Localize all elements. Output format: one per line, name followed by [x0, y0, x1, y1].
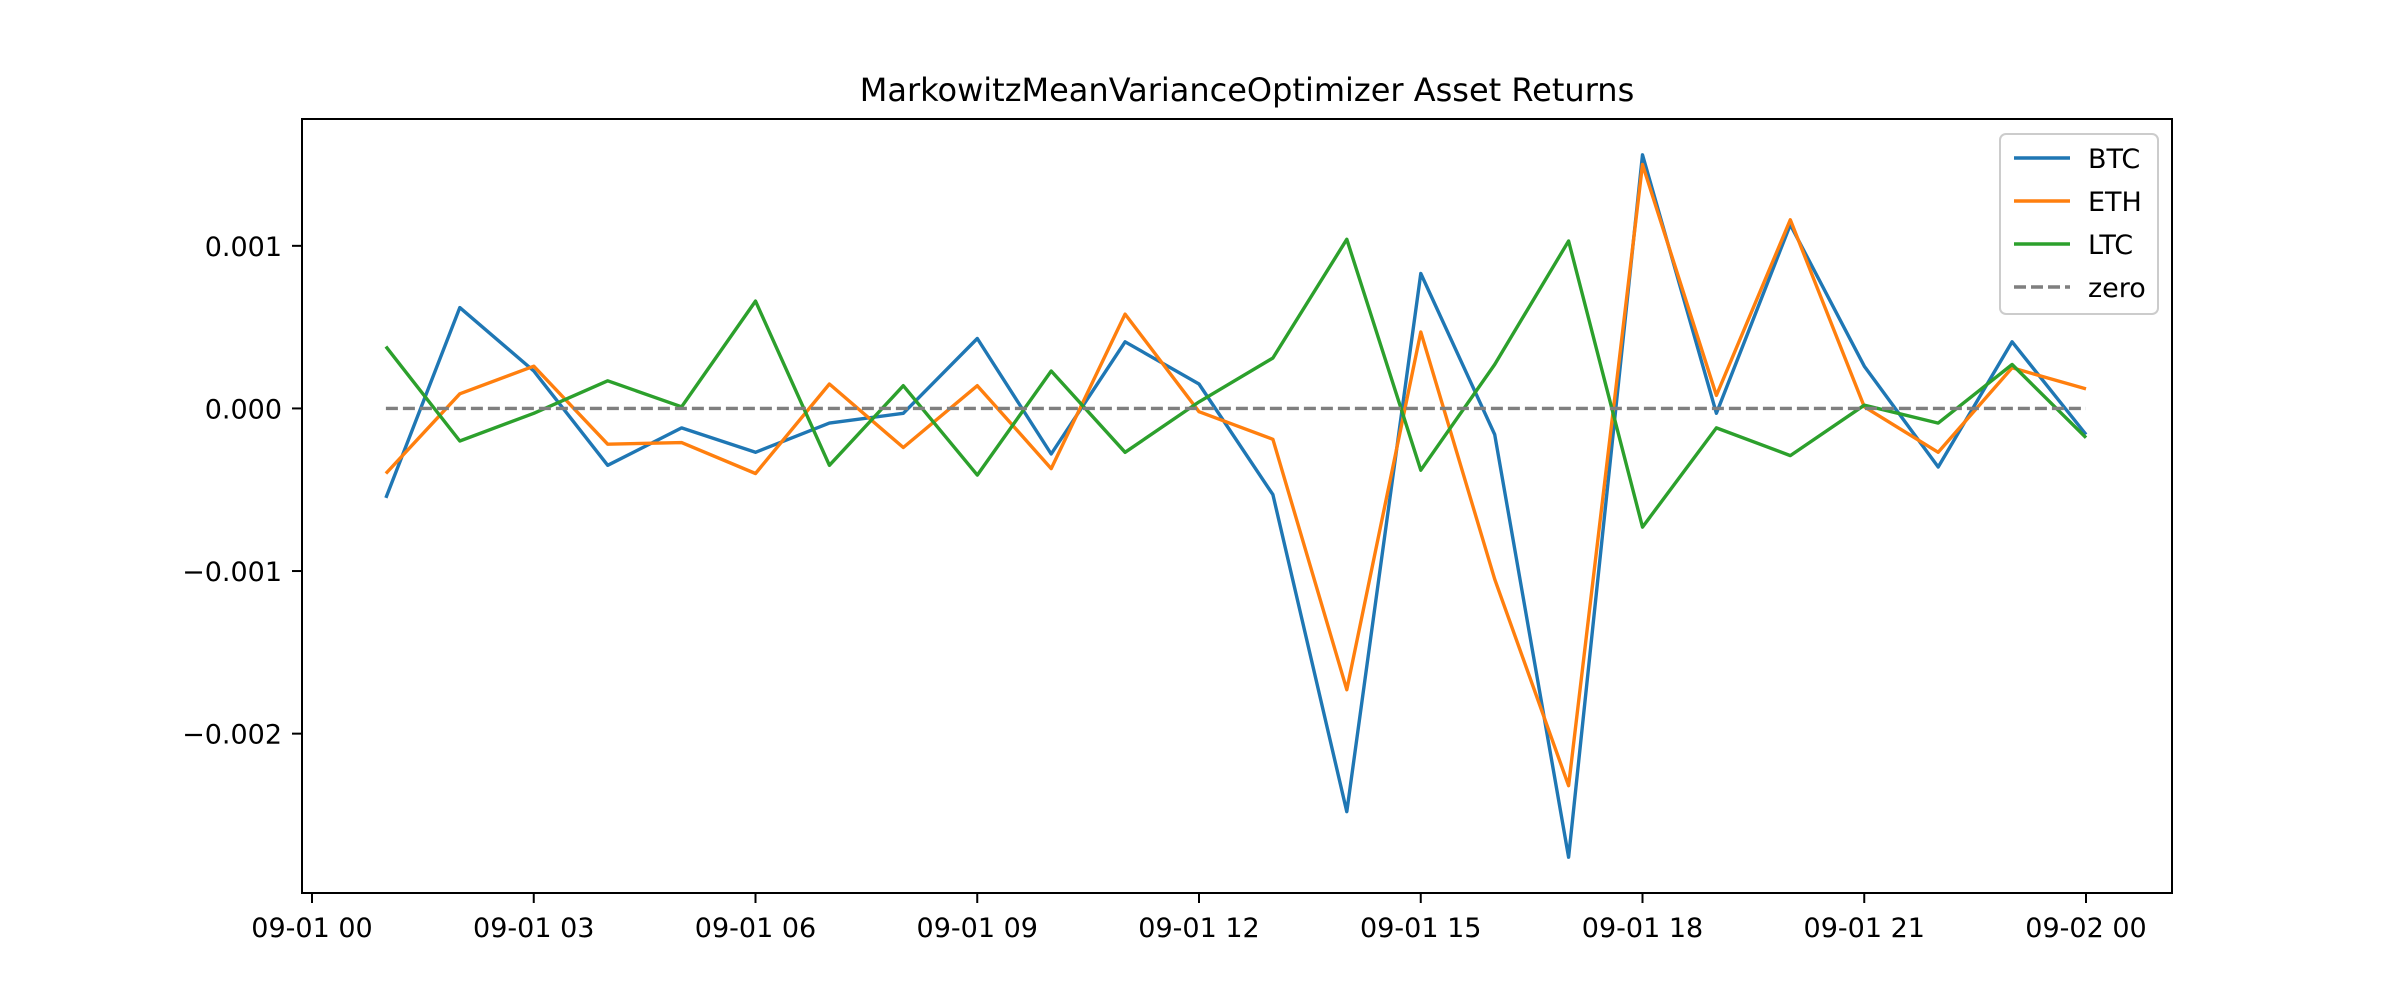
x-tick-label: 09-01 18	[1582, 913, 1703, 944]
x-tick-label: 09-01 06	[695, 913, 816, 944]
y-axis: 0.001 0.000 −0.001 −0.002	[182, 232, 302, 751]
legend-label-eth: ETH	[2088, 187, 2142, 218]
x-tick-label: 09-01 09	[917, 913, 1038, 944]
chart-title: MarkowitzMeanVarianceOptimizer Asset Ret…	[860, 71, 1634, 109]
legend-box	[1999, 133, 2159, 315]
legend: BTC ETH LTC zero	[1999, 133, 2159, 315]
x-tick-label: 09-01 12	[1138, 913, 1259, 944]
legend-label-ltc: LTC	[2088, 230, 2133, 261]
series-layer	[384, 153, 2088, 859]
x-tick-label: 09-02 00	[2025, 913, 2146, 944]
x-axis: 09-01 00 09-01 03 09-01 06 09-01 09 09-01 12…	[251, 893, 2147, 944]
y-tick-label: −0.002	[182, 720, 282, 751]
series-line-eth	[384, 162, 2087, 788]
x-tick-label: 09-01 00	[251, 913, 372, 944]
y-tick-label: 0.000	[205, 394, 282, 425]
y-tick-label: 0.001	[205, 232, 282, 263]
y-tick-label: −0.001	[182, 557, 282, 588]
plot-frame	[301, 118, 2173, 894]
legend-label-zero: zero	[2088, 273, 2146, 304]
x-tick-label: 09-01 03	[473, 913, 594, 944]
series-line-ltc	[384, 237, 2088, 529]
x-tick-label: 09-01 21	[1804, 913, 1925, 944]
x-tick-label: 09-01 15	[1360, 913, 1481, 944]
legend-label-btc: BTC	[2088, 144, 2140, 175]
